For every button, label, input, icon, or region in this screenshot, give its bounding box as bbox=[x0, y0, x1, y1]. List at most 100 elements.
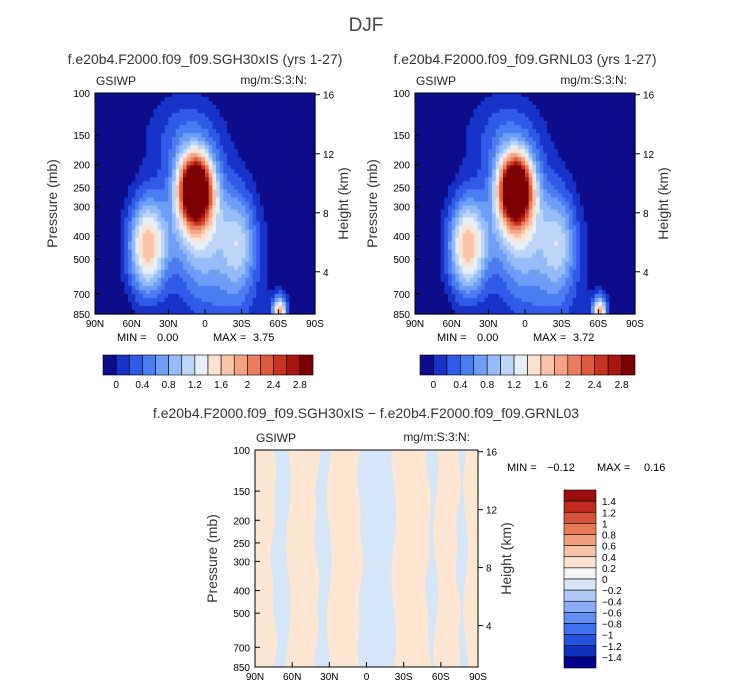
contour-cell bbox=[289, 189, 294, 195]
contour-cell bbox=[422, 197, 427, 203]
contour-cell bbox=[304, 257, 309, 263]
contour-cell bbox=[260, 285, 265, 291]
contour-cell bbox=[455, 161, 460, 166]
contour-cell bbox=[135, 289, 140, 295]
contour-cell bbox=[157, 209, 162, 215]
contour-cell bbox=[470, 177, 475, 182]
contour-cell bbox=[205, 253, 210, 259]
contour-cell bbox=[117, 265, 122, 271]
contour-cell bbox=[285, 149, 290, 154]
contour-cell bbox=[293, 305, 298, 311]
contour-cell bbox=[197, 257, 202, 263]
contour-cell bbox=[521, 157, 526, 162]
contour-cell bbox=[150, 101, 155, 106]
contour-cell bbox=[98, 177, 103, 182]
contour-cell bbox=[282, 269, 287, 275]
contour-cell bbox=[605, 97, 610, 102]
contour-cell bbox=[249, 101, 254, 106]
contour-cell bbox=[263, 117, 268, 122]
contour-cell bbox=[267, 285, 272, 291]
contour-cell bbox=[598, 193, 603, 199]
contour-cell bbox=[572, 129, 577, 134]
contour-cell bbox=[98, 213, 103, 219]
contour-cell bbox=[135, 257, 140, 263]
contour-cell bbox=[223, 257, 228, 263]
contour-cell bbox=[106, 197, 111, 203]
contour-cell bbox=[153, 205, 158, 211]
contour-cell bbox=[506, 97, 511, 102]
contour-cell bbox=[510, 97, 515, 102]
contour-cell bbox=[462, 113, 467, 118]
contour-cell bbox=[554, 145, 559, 150]
contour-cell bbox=[146, 209, 151, 215]
contour-cell bbox=[241, 201, 246, 207]
contour-cell bbox=[422, 169, 427, 174]
contour-cell bbox=[304, 173, 309, 178]
contour-cell bbox=[197, 297, 202, 303]
contour-cell bbox=[179, 109, 184, 114]
contour-cell bbox=[128, 269, 133, 275]
contour-cell bbox=[98, 121, 103, 126]
contour-cell bbox=[470, 109, 475, 114]
contour-cell bbox=[164, 165, 169, 170]
contour-cell bbox=[153, 281, 158, 287]
contour-cell bbox=[462, 117, 467, 122]
contour-cell bbox=[186, 273, 191, 279]
contour-cell bbox=[197, 261, 202, 267]
contour-cell bbox=[164, 261, 169, 267]
contour-cell bbox=[208, 145, 213, 150]
contour-cell bbox=[620, 125, 625, 130]
contour-cell bbox=[95, 245, 100, 251]
contour-cell bbox=[146, 281, 151, 287]
contour-cell bbox=[547, 125, 552, 130]
contour-cell bbox=[135, 297, 140, 303]
contour-cell bbox=[179, 293, 184, 299]
contour-cell bbox=[499, 117, 504, 122]
contour-cell bbox=[208, 257, 213, 263]
contour-cell bbox=[106, 213, 111, 219]
contour-cell bbox=[466, 189, 471, 195]
contour-cell bbox=[153, 253, 158, 259]
contour-cell bbox=[205, 269, 210, 275]
contour-cell bbox=[616, 161, 621, 166]
contour-cell bbox=[547, 97, 552, 102]
colorbar-label: 2 bbox=[245, 380, 251, 391]
contour-cell bbox=[602, 133, 607, 138]
contour-cell bbox=[219, 297, 224, 303]
contour-cell bbox=[274, 117, 279, 122]
contour-cell bbox=[274, 181, 279, 187]
contour-cell bbox=[219, 101, 224, 106]
contour-cell bbox=[415, 161, 420, 166]
contour-cell bbox=[120, 225, 125, 231]
contour-cell bbox=[594, 161, 599, 166]
contour-cell bbox=[124, 201, 129, 207]
contour-cell bbox=[234, 161, 239, 166]
contour-cell bbox=[102, 165, 107, 170]
contour-cell bbox=[227, 301, 232, 307]
contour-cell bbox=[106, 109, 111, 114]
contour-cell bbox=[208, 293, 213, 299]
contour-cell bbox=[620, 161, 625, 166]
contour-cell bbox=[470, 161, 475, 166]
contour-cell bbox=[186, 213, 191, 219]
contour-cell bbox=[109, 145, 114, 150]
contour-cell bbox=[271, 237, 276, 243]
contour-cell bbox=[260, 173, 265, 178]
contour-cell bbox=[139, 189, 144, 195]
contour-cell bbox=[609, 93, 614, 98]
contour-cell bbox=[307, 149, 312, 154]
contour-cell bbox=[602, 153, 607, 158]
contour-cell bbox=[547, 153, 552, 158]
contour-cell bbox=[135, 117, 140, 122]
contour-cell bbox=[311, 201, 316, 207]
contour-cell bbox=[124, 217, 129, 223]
contour-cell bbox=[102, 253, 107, 259]
contour-cell bbox=[307, 145, 312, 150]
contour-cell bbox=[415, 121, 420, 126]
contour-cell bbox=[190, 301, 195, 307]
contour-cell bbox=[216, 97, 221, 102]
contour-cell bbox=[234, 145, 239, 150]
contour-cell bbox=[249, 193, 254, 199]
contour-cell bbox=[139, 289, 144, 295]
contour-cell bbox=[98, 225, 103, 231]
